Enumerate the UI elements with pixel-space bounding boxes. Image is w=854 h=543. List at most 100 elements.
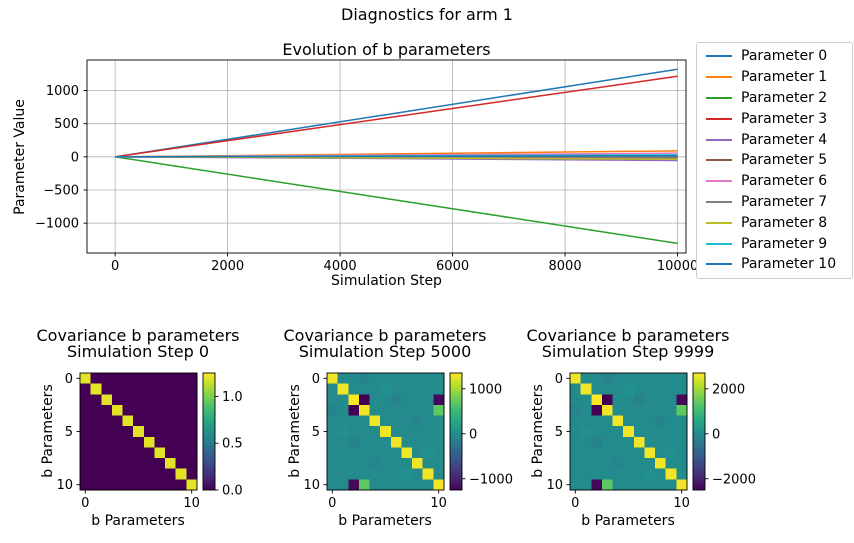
heatmap-cell <box>665 404 677 416</box>
heatmap-cell <box>111 394 123 406</box>
heatmap-cell <box>633 426 645 438</box>
legend-label: Parameter 6 <box>741 173 828 190</box>
line-chart-ylabel: Parameter Value <box>12 99 28 215</box>
heatmap-cell <box>186 383 198 395</box>
x-tick-label: 0 <box>111 259 119 274</box>
colorbar-tick-label: 0 <box>712 427 720 442</box>
legend-entry: Parameter 5 <box>697 150 852 171</box>
heatmap-cell <box>80 479 92 491</box>
heatmap-cell <box>412 394 424 406</box>
heatmap-cell <box>358 373 370 385</box>
heatmap-2-xlabel: b Parameters <box>581 513 675 529</box>
legend-line-swatch <box>706 55 732 58</box>
heatmap-cell <box>143 468 155 480</box>
heatmap-cell <box>665 479 677 491</box>
heatmap-cell <box>101 394 113 406</box>
line-chart-xlabel: Simulation Step <box>331 273 442 289</box>
heatmap-cell <box>380 404 392 416</box>
legend-line-swatch <box>706 242 732 245</box>
heatmap-cell <box>676 426 688 438</box>
heatmap-cell <box>337 447 349 459</box>
heatmap-cell <box>101 468 113 480</box>
heatmap-cell <box>633 415 645 427</box>
heatmap-cell <box>101 447 113 459</box>
heatmap-cell <box>133 426 145 438</box>
heatmap-cell <box>422 468 434 480</box>
legend-entry: Parameter 8 <box>697 212 852 233</box>
heatmap-cell <box>580 394 592 406</box>
heatmap-cell <box>133 404 145 416</box>
heatmap-cell <box>358 415 370 427</box>
heatmap-2-title: Covariance b parameters Simulation Step … <box>508 328 748 360</box>
heatmap-cell <box>422 383 434 395</box>
heatmap-cell <box>401 468 413 480</box>
heatmap-cell <box>80 404 92 416</box>
legend-label: Parameter 1 <box>741 69 828 86</box>
heatmap-cell <box>655 383 667 395</box>
heatmap-cell <box>133 468 145 480</box>
heatmap-0-ylabel: b Parameters <box>40 384 56 478</box>
legend-label: Parameter 9 <box>741 235 828 252</box>
heatmap-cell <box>337 468 349 480</box>
heatmap-cell <box>101 436 113 448</box>
heatmap-cell <box>422 458 434 470</box>
heatmap-cell <box>580 479 592 491</box>
heatmap-cell <box>175 468 187 480</box>
heatmap-cell <box>369 373 381 385</box>
heatmap-cell <box>122 436 134 448</box>
legend-entry: Parameter 6 <box>697 171 852 192</box>
heatmap-cell <box>570 394 582 406</box>
heatmap-cell <box>90 468 102 480</box>
heatmap-cell <box>143 383 155 395</box>
legend-line-swatch <box>706 200 732 203</box>
heatmap-2-ylabel: b Parameters <box>530 384 546 478</box>
heatmap-cell <box>165 383 177 395</box>
colorbar <box>449 372 463 491</box>
heatmap-cell <box>186 479 198 491</box>
heatmap-cell <box>175 394 187 406</box>
heatmap-cell <box>337 383 349 395</box>
heatmap-cell <box>327 383 339 395</box>
heatmap-cell <box>655 394 667 406</box>
heatmap-cell <box>186 426 198 438</box>
heatmap-cell <box>358 468 370 480</box>
heatmap-cell <box>612 447 624 459</box>
legend-entry: Parameter 3 <box>697 108 852 129</box>
heatmap-cell <box>369 404 381 416</box>
heatmap-cell <box>154 404 166 416</box>
heatmap-cell <box>401 404 413 416</box>
heatmap-cell <box>122 373 134 385</box>
heatmap-cell <box>348 447 360 459</box>
heatmap-cell <box>612 436 624 448</box>
heatmap-cell <box>644 436 656 448</box>
heatmap-cell <box>143 404 155 416</box>
heatmap-cell <box>633 468 645 480</box>
heatmap-cell <box>401 373 413 385</box>
heatmap-cell <box>633 383 645 395</box>
heatmap-cell <box>570 436 582 448</box>
heatmap-x-tick-label: 10 <box>673 496 690 511</box>
heatmap-cell <box>380 479 392 491</box>
heatmap-cell <box>337 458 349 470</box>
heatmap-cell <box>327 415 339 427</box>
colorbar <box>202 372 216 491</box>
heatmap-cell <box>623 373 635 385</box>
heatmap-cell <box>612 404 624 416</box>
heatmap-cell <box>390 383 402 395</box>
heatmap-cell <box>111 479 123 491</box>
heatmap-cell <box>165 458 177 470</box>
heatmap-cell <box>369 458 381 470</box>
heatmap-cell <box>90 404 102 416</box>
heatmap-cell <box>111 426 123 438</box>
heatmap-cell <box>655 436 667 448</box>
colorbar-tick-label: 0.0 <box>222 484 243 499</box>
legend-line-swatch <box>706 76 732 79</box>
heatmap-cell <box>570 479 582 491</box>
legend-line-swatch <box>706 138 732 141</box>
heatmap-cell <box>623 383 635 395</box>
heatmap-cell <box>143 373 155 385</box>
heatmap-cell <box>90 373 102 385</box>
heatmap-cell <box>133 479 145 491</box>
heatmap-2-title-line2: Simulation Step 9999 <box>541 342 715 361</box>
legend-label: Parameter 2 <box>741 89 828 106</box>
